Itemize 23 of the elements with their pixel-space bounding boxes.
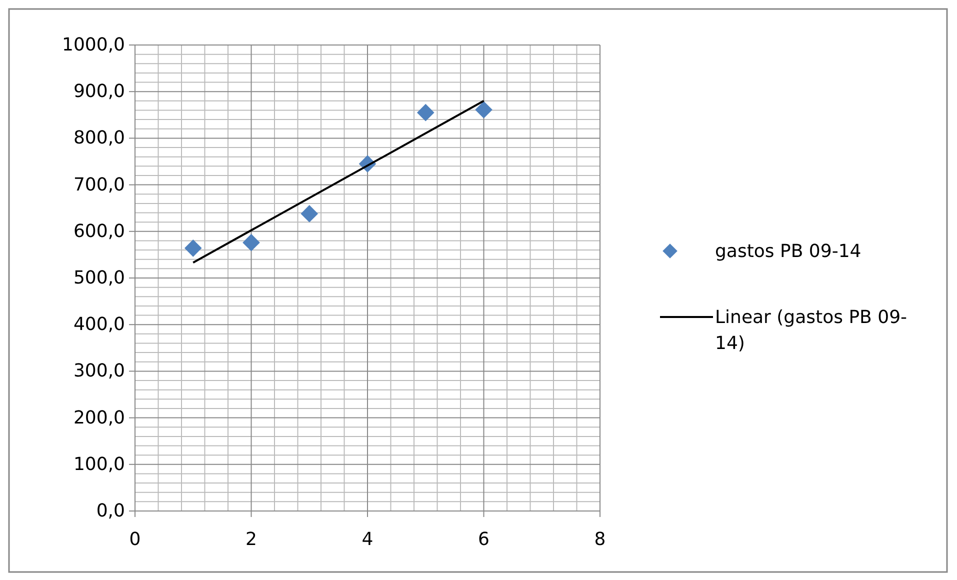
x-tick-label: 4	[362, 529, 374, 550]
x-tick-label: 8	[594, 529, 606, 550]
point	[184, 240, 202, 257]
point	[242, 234, 260, 252]
point	[416, 104, 434, 122]
x-tick-label: 0	[129, 529, 141, 550]
y-tick-label: 500,0	[73, 268, 125, 288]
y-tick-label: 0,0	[96, 500, 125, 522]
point	[475, 101, 492, 118]
y-tick-label: 700,0	[73, 174, 125, 196]
y-tick-label: 400,0	[73, 314, 125, 336]
y-tick-label: 800,0	[73, 128, 125, 149]
y-tick-label: 900,0	[73, 81, 125, 102]
legend-label: gastos PB 09-14	[715, 240, 862, 262]
y-tick-label: 300,0	[73, 360, 125, 382]
point	[300, 205, 318, 222]
legend-label: Linear (gastos PB 09-14)	[715, 306, 908, 354]
y-tick-label: 100,0	[73, 454, 125, 475]
y-tick-label: 1000,0	[62, 34, 125, 56]
y-tick-label: 200,0	[73, 407, 125, 428]
y-tick-label: 600,0	[73, 220, 125, 242]
x-tick-label: 6	[478, 529, 490, 550]
x-tick-label: 2	[246, 529, 257, 550]
